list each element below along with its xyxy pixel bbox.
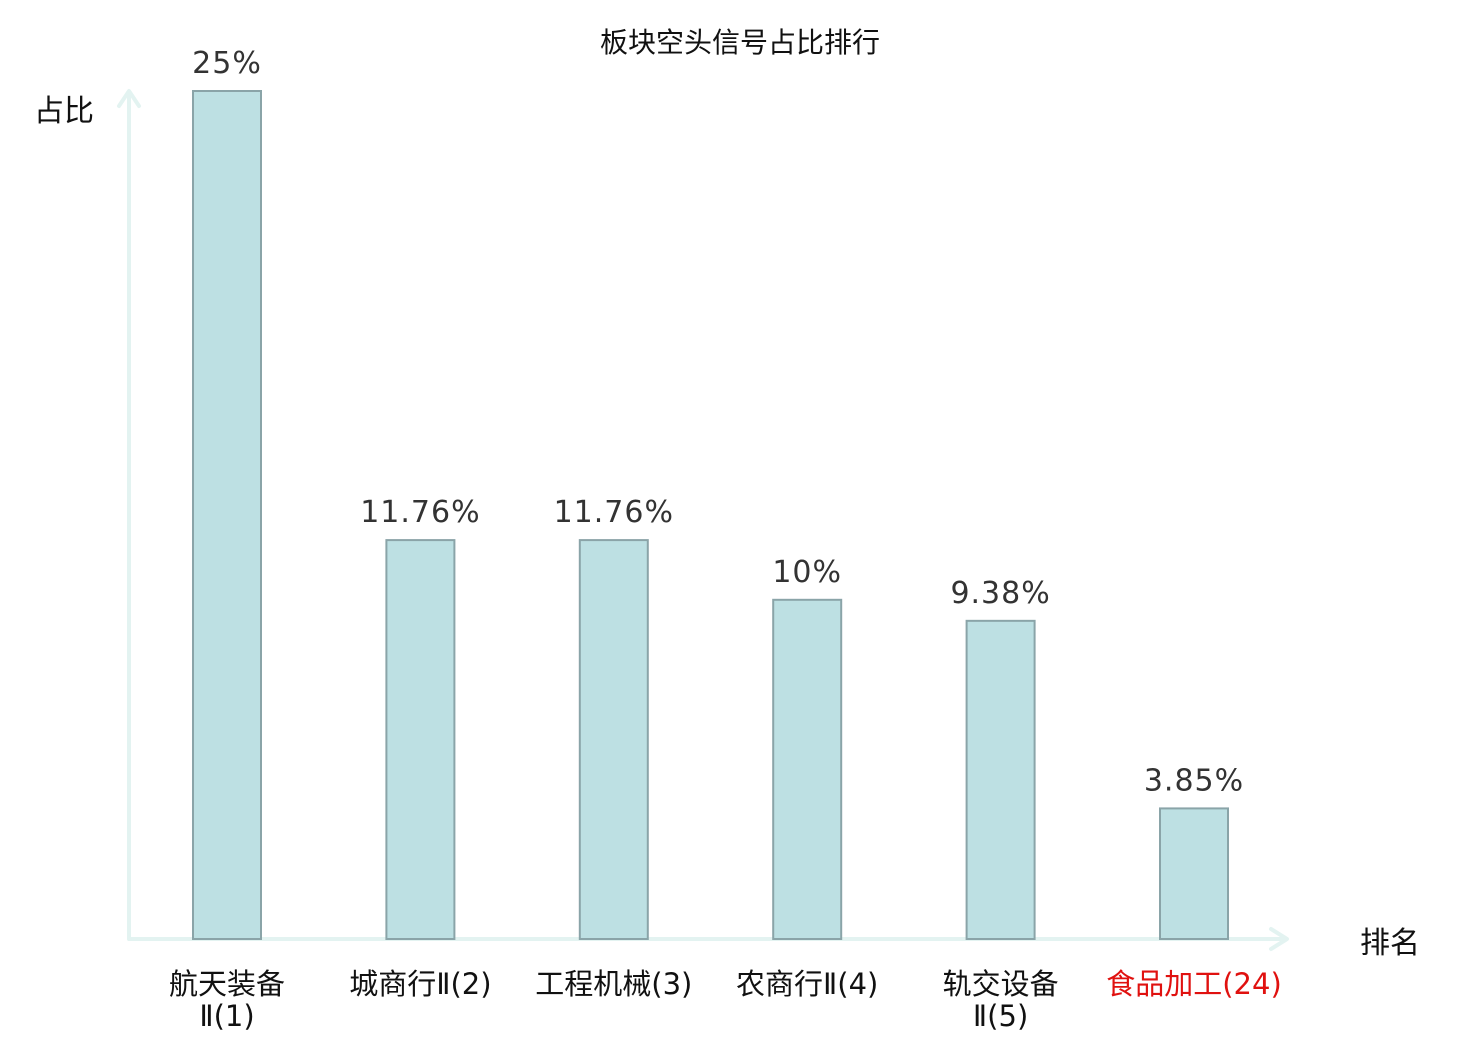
bar bbox=[385, 539, 456, 941]
x-axis-label: 排名 bbox=[1360, 926, 1420, 961]
axes bbox=[117, 89, 1289, 951]
x-axis-arrow bbox=[1269, 927, 1289, 951]
category-label: 食品加工(24) bbox=[1106, 967, 1282, 1001]
category-label: 农商行Ⅱ(4) bbox=[736, 967, 878, 1001]
bar bbox=[772, 598, 843, 940]
category-label: Ⅱ(1) bbox=[199, 999, 254, 1033]
value-labels-group: 25% 11.76% 11.76% 10% 9.38% 3.85% bbox=[192, 46, 1244, 798]
category-label: 航天装备 bbox=[169, 967, 285, 1001]
bar-value-label: 10% bbox=[772, 555, 842, 590]
category-label: 工程机械(3) bbox=[535, 967, 692, 1001]
bar-value-label: 9.38% bbox=[950, 576, 1050, 611]
y-axis-arrow bbox=[117, 89, 141, 108]
bar bbox=[965, 619, 1036, 940]
bar bbox=[192, 90, 262, 940]
bar-value-label: 25% bbox=[192, 46, 262, 81]
category-label: 城商行Ⅱ(2) bbox=[349, 967, 491, 1001]
bar-value-label: 11.76% bbox=[554, 495, 674, 530]
category-label: 轨交设备 bbox=[943, 967, 1059, 1001]
bar bbox=[1159, 807, 1229, 941]
bar-value-label: 11.76% bbox=[360, 495, 480, 530]
category-label: Ⅱ(5) bbox=[973, 999, 1028, 1033]
chart-title: 板块空头信号占比排行 bbox=[600, 26, 880, 59]
bar bbox=[578, 539, 649, 941]
bar-value-label: 3.85% bbox=[1144, 763, 1244, 798]
y-axis-label: 占比 bbox=[34, 94, 94, 129]
bars-group bbox=[192, 90, 1229, 941]
